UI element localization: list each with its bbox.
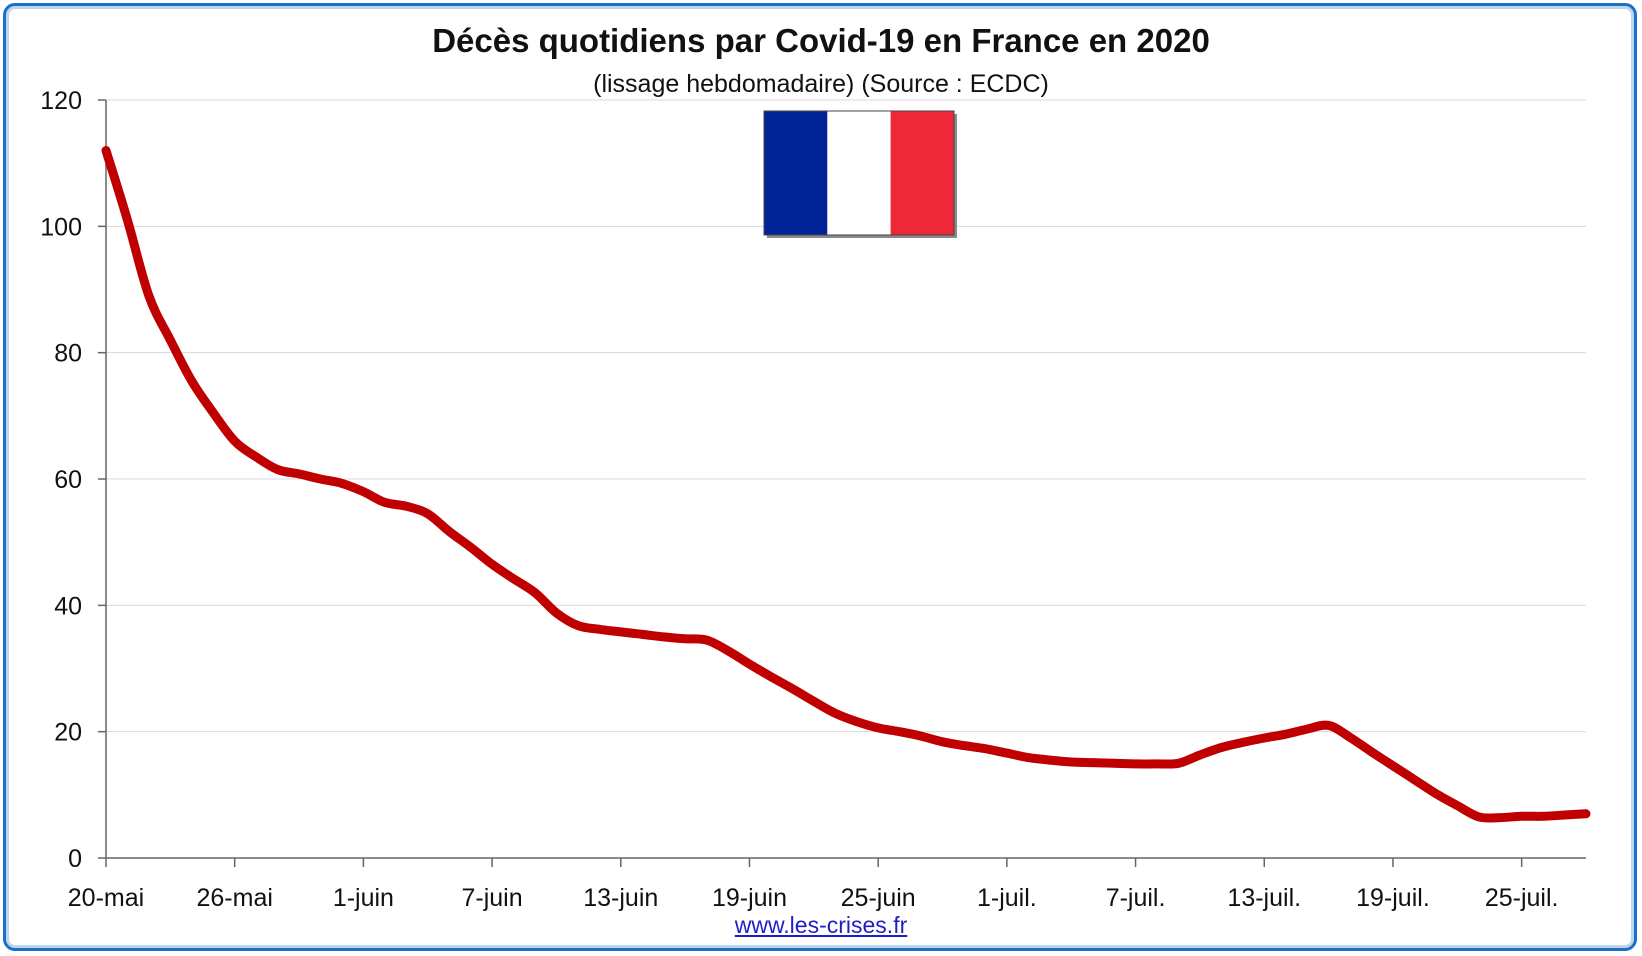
x-tick-label: 7-juin [462,884,523,912]
y-tick-label: 20 [54,719,82,747]
y-tick-label: 100 [40,213,82,241]
flag-border [763,110,955,236]
x-tick-label: 19-juil. [1356,884,1430,912]
x-tick-label: 13-juil. [1227,884,1301,912]
x-tick-label: 19-juin [712,884,787,912]
x-axis-ticks: 20-mai 26-mai 1-juin 7-juin 13-juin 19-juin 25… [68,858,1559,912]
flag-stripe [890,111,954,235]
flag-stripe [764,111,828,235]
y-axis-ticks: 0 20 40 60 80 100 120 [40,87,106,873]
source-website-link[interactable]: www.les-crises.fr [734,912,908,938]
x-tick-label: 25-juil. [1485,884,1559,912]
series-layer [101,146,1591,823]
x-tick-label: 7-juil. [1106,884,1166,912]
series-line-deaths [101,146,1591,823]
x-tick-label: 20-mai [68,884,144,912]
x-tick-label: 13-juin [583,884,658,912]
x-tick-label: 25-juin [841,884,916,912]
y-tick-label: 40 [54,592,82,620]
x-tick-label: 1-juil. [977,884,1037,912]
y-tick-label: 120 [40,87,82,115]
x-tick-label: 1-juin [333,884,394,912]
chart-subtitle: (lissage hebdomadaire) (Source : ECDC) [593,70,1049,98]
france-flag-icon [763,110,957,238]
chart-title: Décès quotidiens par Covid-19 en France … [432,22,1210,59]
y-tick-label: 0 [68,845,82,873]
y-tick-label: 60 [54,466,82,494]
x-tick-label: 26-mai [196,884,272,912]
y-tick-label: 80 [54,340,82,368]
flag-stripe [827,111,891,235]
